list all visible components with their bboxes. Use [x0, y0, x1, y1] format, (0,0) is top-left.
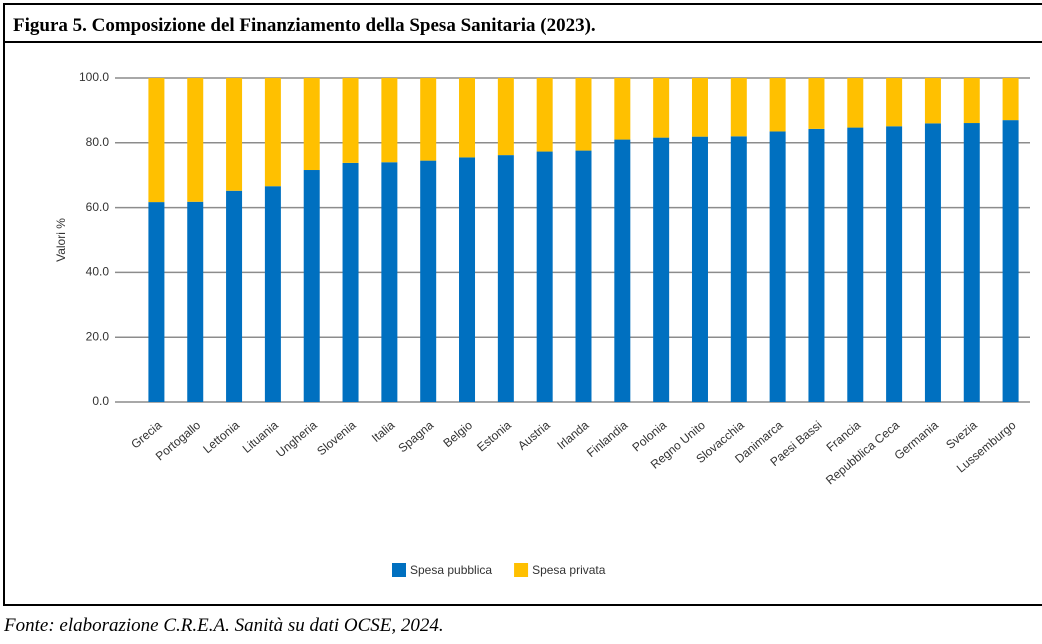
bar-segment	[769, 131, 786, 402]
figure-title: Figura 5. Composizione del Finanziamento…	[3, 3, 1042, 43]
bar-segment	[536, 78, 553, 152]
bar-segment	[381, 78, 398, 163]
bar-segment	[614, 139, 631, 402]
bar-segment	[653, 78, 670, 138]
y-tick-label: 20.0	[86, 329, 110, 343]
bar-segment	[924, 123, 941, 403]
legend-label: Spesa privata	[532, 563, 606, 577]
bar-segment	[575, 150, 592, 402]
bar-segment	[497, 155, 514, 402]
bar-segment	[614, 78, 631, 140]
bar-segment	[808, 128, 825, 403]
bar-segment	[148, 78, 165, 203]
bar-segment	[459, 157, 476, 402]
bar-segment	[730, 136, 747, 402]
legend-label: Spesa pubblica	[410, 563, 492, 577]
bar-segment	[963, 123, 980, 402]
bar-segment	[847, 78, 864, 128]
bar-segment	[1002, 120, 1019, 403]
x-tick-label: Germania	[892, 418, 942, 463]
bar-segment	[264, 78, 281, 187]
y-tick-label: 80.0	[86, 135, 110, 149]
x-tick-label: Austria	[515, 418, 553, 453]
y-tick-label: 0.0	[92, 394, 109, 408]
bar-segment	[963, 78, 980, 124]
x-tick-label: Italia	[369, 418, 398, 445]
x-tick-label: Lettonia	[200, 418, 242, 456]
bar-segment	[653, 137, 670, 402]
bar-segment	[187, 201, 204, 402]
bar-segment	[264, 186, 281, 402]
bar-segment	[847, 127, 864, 403]
legend-swatch	[392, 563, 406, 577]
y-axis-label: Valori %	[54, 218, 68, 262]
bar-segment	[691, 78, 708, 137]
bar-segment	[187, 78, 204, 202]
bar-segment	[769, 78, 786, 132]
bar-segment	[303, 78, 320, 171]
x-tick-label: Spagna	[395, 418, 436, 456]
bar-segment	[381, 162, 398, 402]
source-note: Fonte: elaborazione C.R.E.A. Sanità su d…	[4, 615, 444, 636]
legend-swatch	[514, 563, 529, 577]
bar-segment	[808, 78, 825, 129]
x-tick-label: Slovenia	[314, 418, 359, 459]
x-tick-label: Belgio	[440, 418, 475, 450]
x-tick-label: Ungheria	[273, 418, 320, 460]
y-tick-label: 100.0	[79, 70, 109, 84]
x-tick-label: Estonia	[474, 418, 514, 455]
bar-segment	[342, 78, 359, 163]
bar-segment	[420, 78, 437, 161]
bar-segment	[342, 162, 359, 402]
bar-segment	[226, 78, 243, 191]
bar-segment	[303, 170, 320, 402]
bar-segment	[497, 78, 514, 156]
y-tick-label: 60.0	[86, 200, 110, 214]
chart-frame	[3, 43, 1042, 606]
bar-segment	[924, 78, 941, 124]
bar-segment	[886, 78, 903, 127]
bar-segment	[459, 78, 476, 158]
bar-segment	[536, 151, 553, 402]
bar-segment	[691, 136, 708, 403]
bar-segment	[730, 78, 747, 137]
x-tick-label: Finlandia	[584, 418, 631, 460]
bar-segment	[1002, 78, 1019, 121]
bar-segment	[420, 160, 437, 402]
bar-segment	[575, 78, 592, 151]
bar-segment	[226, 190, 243, 402]
bar-segment	[148, 202, 165, 402]
y-tick-label: 40.0	[86, 265, 110, 279]
bar-segment	[886, 126, 903, 402]
